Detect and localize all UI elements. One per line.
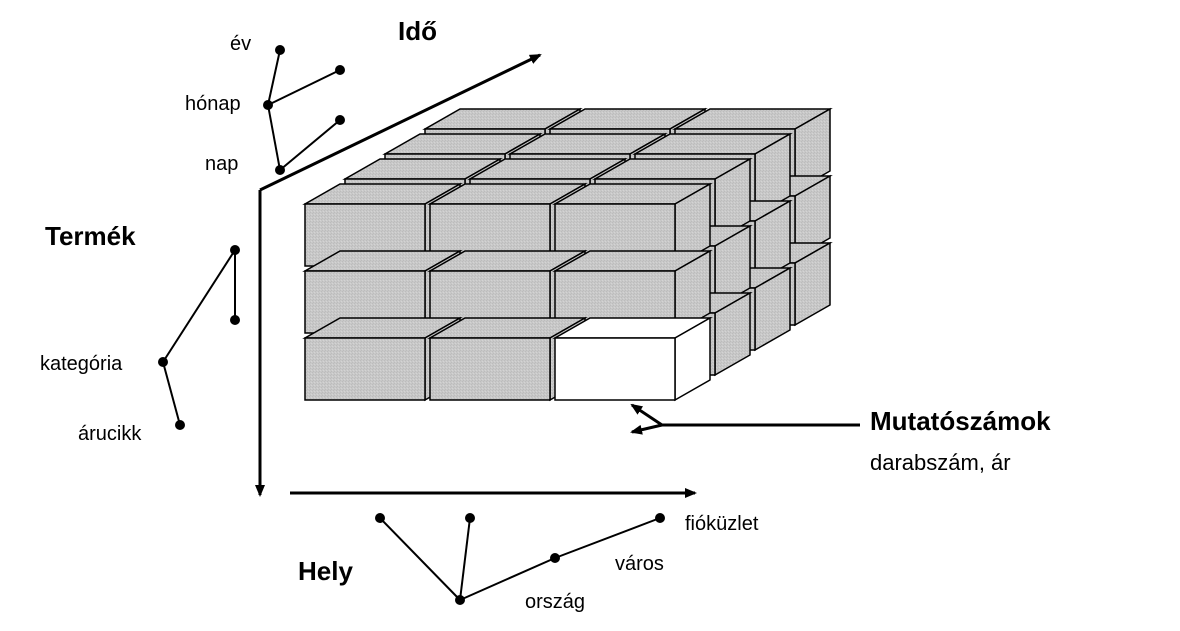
product-level-label: kategória	[40, 353, 123, 375]
time-tree-node	[335, 115, 345, 125]
product-tree-node	[230, 245, 240, 255]
place-tree-node	[655, 513, 665, 523]
product-axis-title: Termék	[45, 221, 136, 251]
time-tree-edge	[268, 70, 340, 105]
product-tree-node	[158, 357, 168, 367]
cube-grid	[305, 109, 830, 400]
time-tree-node	[263, 100, 273, 110]
place-tree-node	[465, 513, 475, 523]
time-tree-edge	[280, 120, 340, 170]
time-level-label: hónap	[185, 93, 241, 115]
time-tree-node	[275, 45, 285, 55]
time-axis-title: Idő	[398, 16, 437, 46]
place-level-label: fióküzlet	[685, 513, 759, 535]
cube-cell-highlight	[555, 318, 710, 400]
olap-cube-diagram: Idő év hónap nap Termék kategória árucikk Hely f…	[0, 0, 1180, 631]
time-tree-node	[335, 65, 345, 75]
time-tree-node	[275, 165, 285, 175]
product-tree-node	[230, 315, 240, 325]
indicator-callout	[632, 405, 860, 432]
product-tree-edge	[163, 250, 235, 362]
indicator-subtitle: darabszám, ár	[870, 450, 1011, 475]
product-tree-node	[175, 420, 185, 430]
place-tree-node	[375, 513, 385, 523]
place-tree-node	[550, 553, 560, 563]
place-axis-title: Hely	[298, 556, 353, 586]
place-tree-edge	[380, 518, 460, 600]
indicator-pointer-tip	[632, 425, 662, 432]
product-tree-edge	[163, 362, 180, 425]
time-level-label: év	[230, 33, 251, 55]
time-tree-edge	[268, 50, 280, 105]
place-tree-edge	[555, 518, 660, 558]
indicator-pointer-tip	[632, 405, 662, 425]
place-level-label: ország	[525, 591, 585, 613]
place-level-label: város	[615, 553, 664, 575]
indicator-title: Mutatószámok	[870, 406, 1051, 436]
time-tree-edge	[268, 105, 280, 170]
place-tree-edge	[460, 518, 470, 600]
time-level-label: nap	[205, 153, 238, 175]
place-tree-node	[455, 595, 465, 605]
product-level-label: árucikk	[78, 423, 142, 445]
